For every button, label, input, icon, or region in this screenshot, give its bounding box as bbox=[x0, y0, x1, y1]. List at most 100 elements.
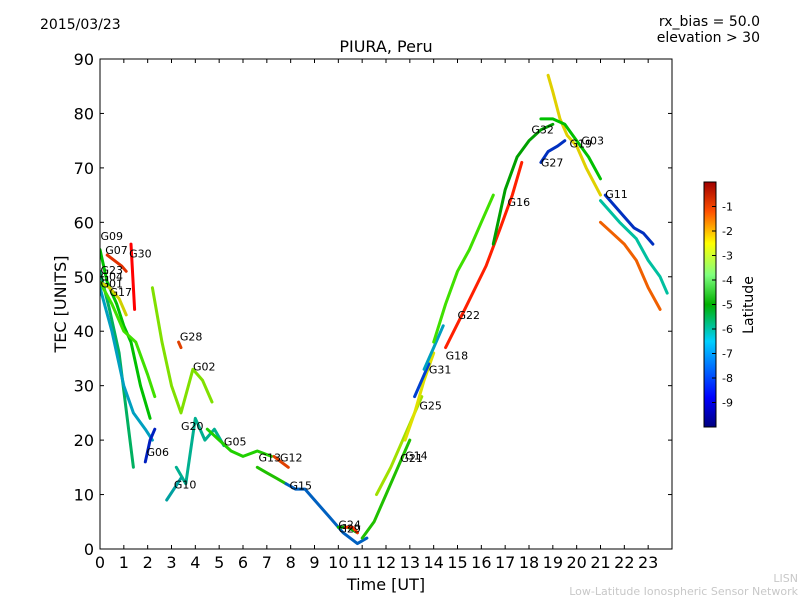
colorbar-tick-label: -6 bbox=[722, 323, 733, 336]
colorbar-tick-label: -3 bbox=[722, 250, 733, 263]
x-tick-label: 9 bbox=[309, 553, 319, 572]
series-g21 bbox=[360, 438, 412, 540]
series-g10 bbox=[165, 476, 183, 502]
sat-label-g17: G17 bbox=[110, 286, 133, 299]
sat-label-g21: G21 bbox=[400, 452, 423, 465]
y-tick-label: 90 bbox=[74, 50, 94, 69]
series-g02 bbox=[150, 286, 214, 415]
series-g30 bbox=[129, 242, 137, 311]
sat-label-g31: G31 bbox=[429, 364, 452, 377]
x-tick-label: 19 bbox=[543, 553, 563, 572]
series-g27 bbox=[539, 139, 567, 164]
x-tick-label: 15 bbox=[447, 553, 467, 572]
x-tick-label: 23 bbox=[638, 553, 658, 572]
series-g03 bbox=[539, 117, 602, 181]
series-g11 bbox=[603, 193, 655, 246]
sat-label-g16: G16 bbox=[508, 196, 531, 209]
sat-label-g10: G10 bbox=[174, 479, 197, 492]
rx-bias-label: rx_bias = 50.0 bbox=[658, 14, 760, 30]
sat-label-g02: G02 bbox=[193, 360, 216, 373]
colorbar-tick-label: -4 bbox=[722, 274, 733, 287]
x-tick-label: 3 bbox=[166, 553, 176, 572]
y-tick-label: 50 bbox=[74, 268, 94, 287]
sat-label-g30: G30 bbox=[129, 248, 152, 261]
x-tick-label: 0 bbox=[95, 553, 105, 572]
sat-label-g04: G04 bbox=[100, 271, 123, 284]
x-tick-label: 10 bbox=[328, 553, 348, 572]
x-tick-label: 8 bbox=[286, 553, 296, 572]
colorbar-tick-label: -8 bbox=[722, 372, 733, 385]
y-tick-label: 30 bbox=[74, 377, 94, 396]
colorbar-ticks: -9 -8 -7 -6 -5 -4 -3 -2 -1 bbox=[712, 201, 733, 410]
series-g20 bbox=[174, 416, 226, 486]
sat-label-g20: G20 bbox=[181, 420, 204, 433]
colorbar-tick-label: -5 bbox=[722, 299, 733, 312]
x-tick-label: 13 bbox=[400, 553, 420, 572]
x-tick-label: 17 bbox=[495, 553, 515, 572]
sat-label-g15: G15 bbox=[289, 480, 312, 493]
footer-network: Low-Latitude Ionospheric Sensor Network bbox=[569, 585, 798, 598]
series-g16 bbox=[444, 160, 524, 350]
colorbar-tick-label: -1 bbox=[722, 201, 733, 214]
x-tick-label: 22 bbox=[614, 553, 634, 572]
series-g08 bbox=[599, 199, 669, 295]
colorbar-tick-label: -2 bbox=[722, 225, 733, 238]
series-g31 bbox=[413, 362, 431, 399]
y-tick-label: 10 bbox=[74, 486, 94, 505]
footer-lisn: LISN bbox=[773, 572, 798, 585]
x-tick-label: 20 bbox=[566, 553, 586, 572]
sat-label-g13: G13 bbox=[258, 451, 281, 464]
x-tick-label: 6 bbox=[238, 553, 248, 572]
sat-label-g28: G28 bbox=[180, 330, 203, 343]
sat-label-g12: G12 bbox=[280, 451, 303, 464]
sat-label-g27: G27 bbox=[541, 156, 564, 169]
series-g28 bbox=[177, 340, 183, 350]
elevation-label: elevation > 30 bbox=[656, 30, 760, 46]
series-g22 bbox=[432, 193, 495, 344]
series-g04 bbox=[100, 280, 128, 317]
series-g12 bbox=[272, 454, 290, 469]
series-g07 bbox=[105, 253, 128, 273]
y-tick-label: 20 bbox=[74, 431, 94, 450]
series-g15 bbox=[284, 482, 369, 546]
sat-label-g09: G09 bbox=[100, 230, 123, 243]
y-tick-label: 70 bbox=[74, 159, 94, 178]
x-tick-label: 5 bbox=[214, 553, 224, 572]
y-tick-label: 60 bbox=[74, 213, 94, 232]
sat-label-g23: G23 bbox=[100, 264, 123, 277]
series-g17 bbox=[100, 286, 154, 442]
sat-label-g14: G14 bbox=[405, 450, 428, 463]
sat-label-g03: G03 bbox=[581, 134, 604, 147]
x-tick-label: 2 bbox=[143, 553, 153, 572]
y-axis: 0 10 20 30 40 50 60 70 80 90 bbox=[74, 50, 672, 559]
series-g18 bbox=[422, 324, 445, 371]
x-tick-label: 7 bbox=[262, 553, 272, 572]
sat-label-g24: G24 bbox=[338, 518, 361, 531]
sat-label-g19: G19 bbox=[570, 138, 593, 151]
sat-label-g18: G18 bbox=[446, 350, 469, 363]
sat-label-g32: G32 bbox=[531, 124, 554, 137]
x-tick-label: 4 bbox=[190, 553, 200, 572]
y-tick-label: 80 bbox=[74, 104, 94, 123]
series-layer bbox=[100, 73, 669, 546]
x-tick-label: 11 bbox=[352, 553, 372, 572]
series-g19 bbox=[546, 73, 602, 197]
x-tick-label: 14 bbox=[423, 553, 443, 572]
sat-label-g06: G06 bbox=[146, 446, 169, 459]
colorbar-label: Latitude bbox=[741, 276, 757, 334]
x-tick-label: 12 bbox=[376, 553, 396, 572]
sat-label-g01: G01 bbox=[100, 278, 123, 291]
y-axis-label: TEC [UNITS] bbox=[51, 256, 70, 354]
sat-label-g25: G25 bbox=[419, 400, 442, 413]
x-axis: 0 1 2 3 4 5 6 7 8 9 10 11 12 13 14 15 16 17 18 19 20 21 22 23 bbox=[95, 59, 658, 572]
date-label: 2015/03/23 bbox=[40, 17, 121, 33]
sat-label-g29: G29 bbox=[338, 523, 361, 536]
sat-label-g11: G11 bbox=[605, 188, 628, 201]
sat-label-g05: G05 bbox=[224, 436, 247, 449]
x-tick-label: 18 bbox=[519, 553, 539, 572]
series-g32 bbox=[491, 122, 555, 246]
series-g09 bbox=[100, 248, 152, 420]
y-tick-label: 40 bbox=[74, 322, 94, 341]
